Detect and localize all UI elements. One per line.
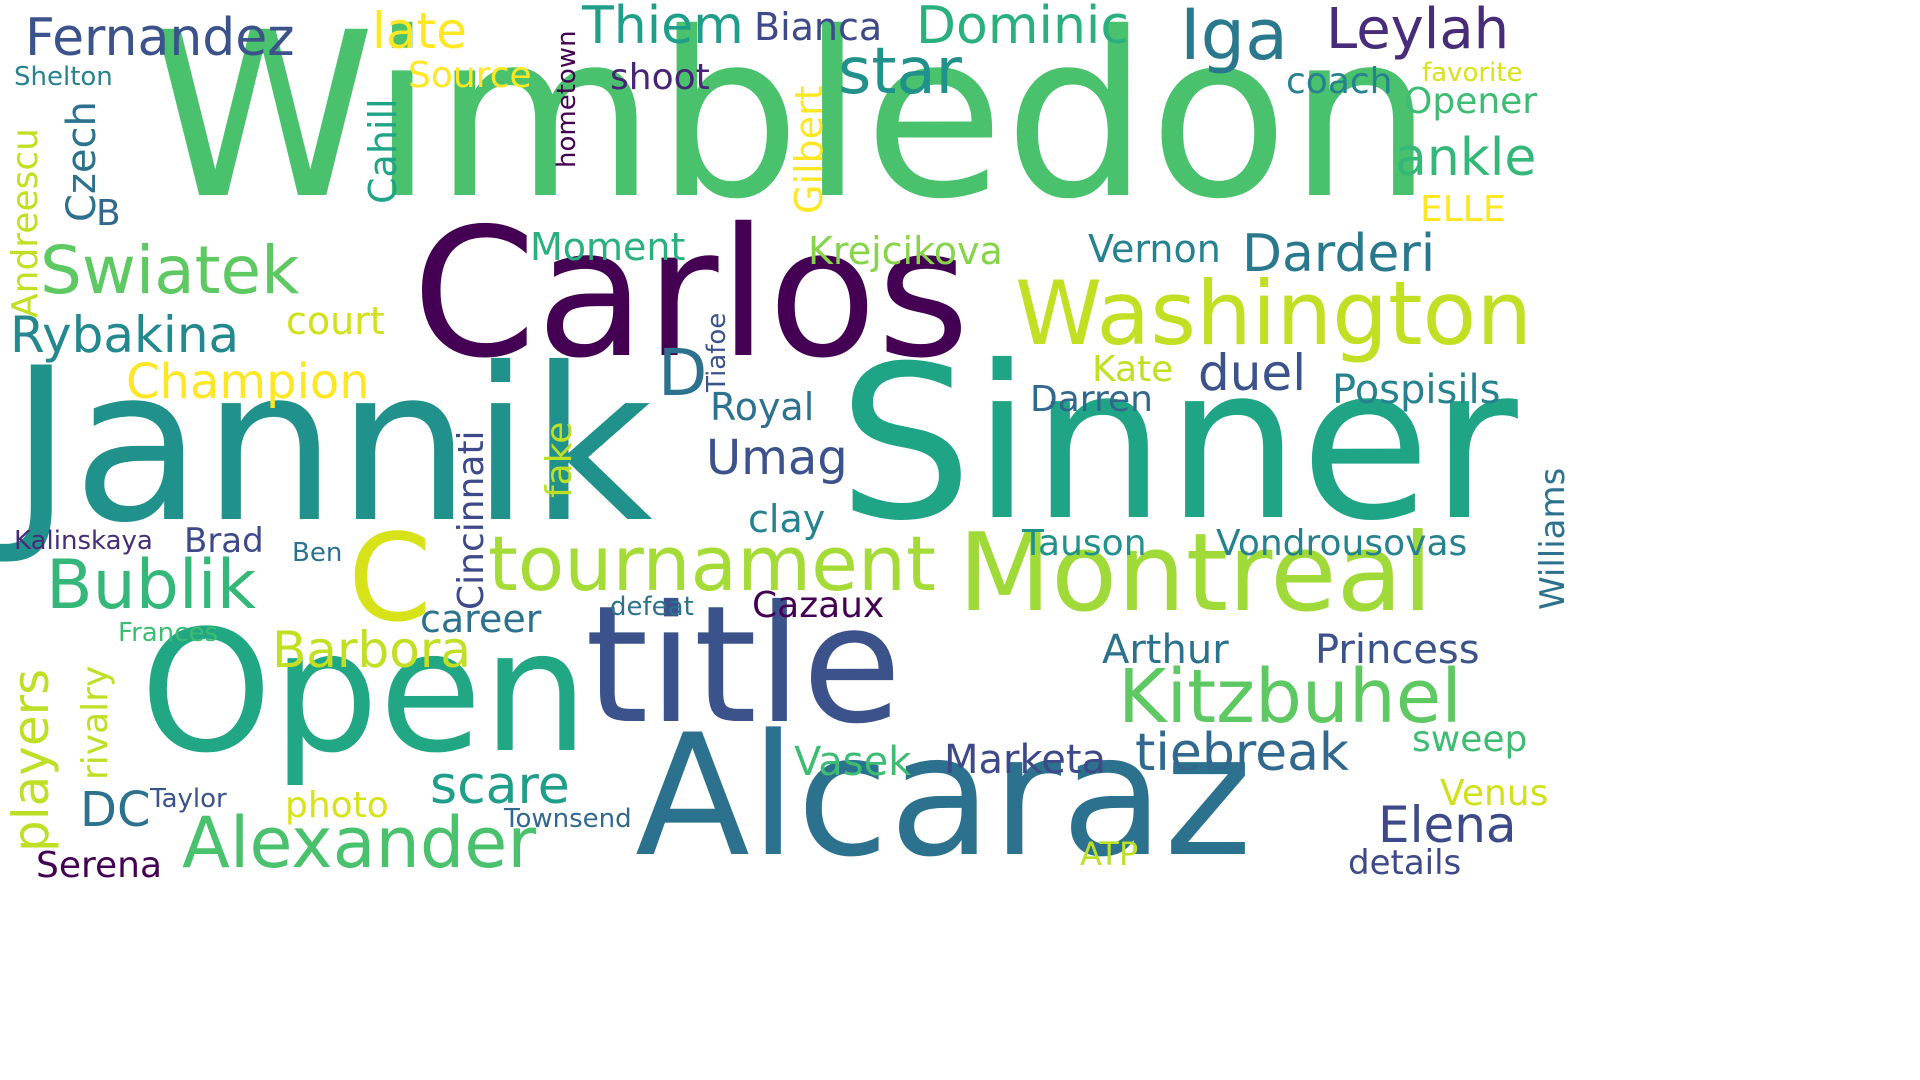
word-cloud: Wimbledon Carlos Jannik Sinner Alcaraz t…: [0, 0, 1568, 882]
word-montreal: Montreal: [958, 511, 1433, 636]
word-kitzbuhel: Kitzbuhel: [1118, 654, 1462, 740]
word-atp: ATP: [1080, 835, 1139, 873]
word-cazaux: Cazaux: [752, 585, 885, 626]
word-kate: Kate: [1092, 349, 1174, 390]
word-shoot: shoot: [610, 57, 710, 98]
word-taylor: Taylor: [150, 784, 227, 814]
word-details: details: [1348, 843, 1462, 882]
word-elena: Elena: [1378, 796, 1517, 854]
word-players: players: [2, 668, 60, 852]
word-alexander: Alexander: [182, 802, 537, 882]
word-umag: Umag: [706, 430, 848, 486]
word-serena: Serena: [36, 845, 163, 883]
word-vondrousovas: Vondrousovas: [1216, 523, 1468, 564]
word-alcaraz: Alcaraz: [635, 698, 1253, 882]
word-washington: Washington: [1015, 262, 1533, 365]
word-duel: duel: [1198, 344, 1307, 402]
word-vasek: Vasek: [794, 739, 912, 785]
word-tauson: Tauson: [1022, 523, 1147, 564]
word-bianca: Bianca: [754, 5, 883, 49]
word-ankle: ankle: [1395, 128, 1537, 188]
word-dominic: Dominic: [916, 0, 1129, 56]
word-sweep: sweep: [1412, 719, 1528, 760]
word-champion: Champion: [126, 354, 370, 410]
word-rybakina: Rybakina: [10, 306, 240, 364]
word-kalinskaya: Kalinskaya: [14, 526, 153, 556]
word-d: D: [658, 337, 708, 411]
word-late: late: [372, 2, 467, 60]
word-krejcikova: Krejcikova: [808, 229, 1003, 273]
word-rivalry: rivalry: [75, 665, 116, 780]
word-gilbert: Gilbert: [787, 85, 831, 214]
word-wimbledon: Wimbledon: [150, 0, 1433, 249]
word-andreescu: Andreescu: [5, 128, 46, 318]
word-cahill: Cahill: [361, 98, 405, 204]
word-title: title: [585, 572, 902, 760]
word-marketa: Marketa: [944, 737, 1107, 783]
word-jannik: Jannik: [10, 322, 653, 569]
word-swiatek: Swiatek: [40, 232, 300, 309]
word-opener: Opener: [1404, 81, 1538, 122]
word-cincinnati: Cincinnati: [451, 430, 492, 610]
word-b: B: [96, 193, 121, 234]
word-royal: Royal: [710, 385, 815, 429]
word-favorite: favorite: [1422, 58, 1523, 88]
word-source: Source: [408, 55, 532, 96]
word-barbora: Barbora: [272, 621, 472, 679]
word-brad: Brad: [184, 521, 264, 561]
word-moment: Moment: [530, 225, 686, 269]
word-williams: Williams: [1533, 467, 1568, 610]
word-czech: Czech: [59, 101, 105, 222]
word-carlos: Carlos: [412, 190, 970, 397]
word-c: C: [348, 510, 432, 649]
word-defeat: defeat: [610, 592, 694, 622]
word-fernandez: Fernandez: [25, 8, 295, 68]
word-thiem: Thiem: [582, 0, 744, 56]
word-dc: DC: [80, 782, 151, 838]
word-shelton: Shelton: [14, 62, 113, 92]
word-townsend: Townsend: [504, 804, 632, 834]
word-bublik: Bublik: [46, 546, 257, 625]
word-tiafoe: Tiafoe: [702, 312, 732, 392]
word-darderi: Darderi: [1242, 224, 1436, 284]
word-hometown: hometown: [552, 30, 582, 168]
word-frances: Frances: [118, 618, 219, 648]
word-court: court: [286, 299, 385, 343]
word-tiebreak: tiebreak: [1135, 723, 1350, 783]
word-leylah: Leylah: [1326, 0, 1510, 62]
word-iga: Iga: [1180, 0, 1288, 76]
word-darren: Darren: [1030, 379, 1153, 420]
word-open: Open: [140, 594, 589, 790]
word-venus: Venus: [1440, 773, 1549, 814]
word-arthur: Arthur: [1102, 627, 1229, 673]
word-coach: coach: [1286, 61, 1393, 102]
word-vernon: Vernon: [1088, 227, 1221, 271]
word-sinner: Sinner: [838, 320, 1518, 567]
word-scare: scare: [430, 756, 570, 816]
word-ben: Ben: [292, 538, 343, 568]
word-star: star: [838, 35, 962, 109]
word-princess: Princess: [1315, 627, 1480, 673]
word-clay: clay: [748, 497, 826, 541]
word-pospisils: Pospisils: [1332, 367, 1501, 413]
word-elle: ELLE: [1420, 189, 1506, 230]
word-tournament: tournament: [488, 519, 936, 608]
word-fake: fake: [539, 421, 580, 498]
word-career: career: [420, 597, 542, 641]
word-photo: photo: [285, 785, 389, 826]
